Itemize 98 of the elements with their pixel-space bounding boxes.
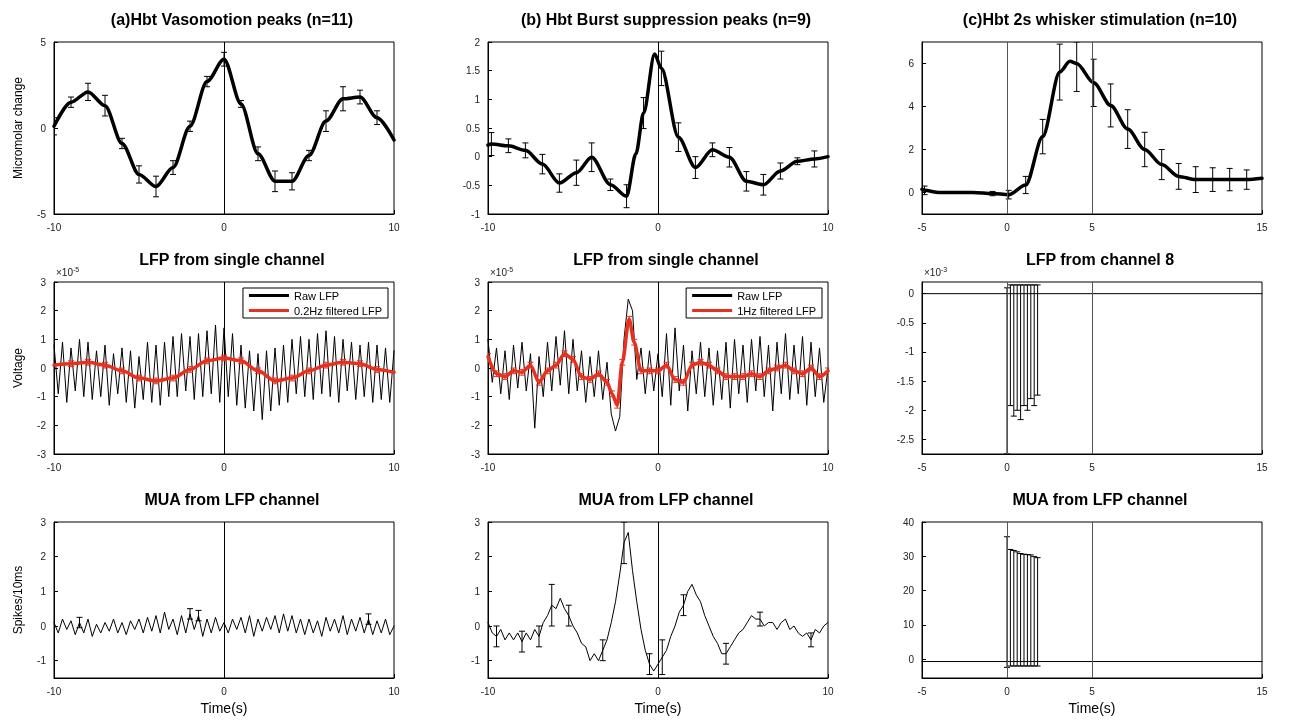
y-tick-label: 2	[40, 551, 47, 563]
y-tick-label: 2	[40, 305, 47, 317]
y-tick-label: 1	[474, 585, 481, 597]
y-tick-label: 1	[40, 333, 47, 345]
y-tick-label: -3	[471, 448, 481, 460]
y-tick-label: -1.5	[896, 375, 915, 387]
y-tick-label: -1	[37, 391, 47, 403]
y-tick-label: -2.5	[896, 433, 915, 445]
x-tick-label: 0	[1004, 221, 1011, 233]
y-axis-title: Spikes/10ms	[11, 565, 25, 635]
x-tick-label: 10	[388, 221, 400, 233]
x-tick-label: 0	[221, 461, 228, 473]
y-tick-label: 3	[474, 276, 481, 288]
y-tick-label: -1	[471, 208, 481, 220]
y-tick-label: 20	[902, 585, 915, 597]
y-tick-label: -2	[37, 419, 47, 431]
x-tick-label: 10	[388, 461, 400, 473]
x-tick-label: -5	[917, 685, 927, 697]
y-tick-label: 0	[474, 362, 481, 374]
chart-title: MUA from LFP channel	[1012, 490, 1188, 508]
x-axis-title: Time(s)	[634, 699, 682, 716]
chart-title: LFP from single channel	[573, 250, 759, 268]
y-tick-label: -0.5	[896, 317, 915, 329]
y-tick-label: 0	[40, 122, 47, 134]
x-axis-title: Time(s)	[1068, 699, 1116, 716]
y-tick-label: 2	[474, 36, 481, 48]
y-tick-label: 0	[40, 362, 47, 374]
chart-title: MUA from LFP channel	[144, 490, 320, 508]
chart-title: LFP from single channel	[139, 250, 325, 268]
chart-title: (b) Hbt Burst suppression peaks (n=9)	[520, 10, 812, 28]
x-tick-label: 10	[822, 461, 834, 473]
y-tick-label: 5	[40, 36, 47, 48]
x-tick-label: 15	[1256, 685, 1268, 697]
x-tick-label: -10	[480, 685, 496, 697]
legend-label: 0.2Hz filtered LFP	[293, 304, 383, 317]
x-tick-label: -10	[480, 221, 496, 233]
y-tick-label: 10	[902, 619, 915, 631]
y-axis-title: Micromolar change	[11, 76, 25, 180]
y-tick-label: 1	[474, 93, 481, 105]
y-tick-label: 6	[908, 58, 915, 69]
legend-label: Raw LFP	[737, 289, 783, 302]
x-tick-label: -5	[917, 221, 927, 233]
y-tick-label: -0.5	[462, 179, 481, 191]
x-tick-label: 10	[388, 685, 400, 697]
y-tick-label: 4	[908, 101, 915, 112]
y-tick-label: 2	[908, 144, 915, 155]
x-tick-label: 5	[1089, 461, 1096, 473]
y-tick-label: 3	[40, 276, 47, 288]
y-tick-label: 0.5	[466, 122, 481, 134]
x-tick-label: 0	[221, 685, 228, 697]
x-tick-label: -5	[917, 461, 927, 473]
y-tick-label: -1	[37, 655, 47, 667]
y-tick-label: -3	[37, 448, 47, 460]
y-tick-label: 40	[902, 516, 915, 528]
chart-title: MUA from LFP channel	[578, 490, 754, 508]
x-tick-label: 0	[1004, 461, 1011, 473]
x-tick-label: 0	[655, 221, 662, 233]
y-tick-label: 3	[474, 516, 481, 528]
y-tick-label: 0	[908, 653, 915, 665]
chart-title: LFP from channel 8	[1025, 250, 1175, 268]
legend-label: 1Hz filtered LFP	[737, 304, 817, 317]
y-tick-label: -2	[905, 404, 915, 416]
x-tick-label: 10	[822, 685, 834, 697]
x-tick-label: 0	[655, 461, 662, 473]
x-tick-label: 15	[1256, 461, 1268, 473]
y-axis-title: Voltage	[11, 347, 25, 389]
y-tick-label: -1	[471, 655, 481, 667]
x-axis-title: Time(s)	[200, 699, 248, 716]
y-tick-label: -2	[471, 419, 481, 431]
legend-label: Raw LFP	[293, 289, 340, 302]
x-tick-label: -10	[46, 221, 62, 233]
y-tick-label: 3	[40, 516, 47, 528]
x-tick-label: -10	[480, 461, 496, 473]
x-tick-label: -10	[46, 461, 62, 473]
y-tick-label: 2	[474, 305, 481, 317]
y-tick-label: -1	[905, 346, 915, 358]
x-tick-label: 0	[1004, 685, 1011, 697]
y-tick-label: -1	[471, 391, 481, 403]
y-tick-label: 1	[474, 333, 481, 345]
x-tick-label: 0	[655, 685, 662, 697]
y-tick-label: -5	[37, 208, 47, 220]
chart-title: (c)Hbt 2s whisker stimulation (n=10)	[962, 10, 1238, 28]
x-tick-label: 10	[822, 221, 834, 233]
y-tick-label: 0	[474, 620, 481, 632]
y-tick-label: 1	[40, 585, 47, 597]
y-tick-label: 2	[474, 551, 481, 563]
y-tick-label: 30	[902, 550, 915, 562]
x-tick-label: 0	[221, 221, 228, 233]
y-tick-label: 0	[908, 288, 915, 300]
y-tick-label: 0	[40, 620, 47, 632]
chart-title: (a)Hbt Vasomotion peaks (n=11)	[110, 10, 354, 28]
y-tick-label: 1.5	[466, 65, 481, 77]
y-tick-label: 0	[474, 151, 481, 163]
x-tick-label: 5	[1089, 221, 1096, 233]
y-tick-label: 0	[908, 187, 915, 198]
x-tick-label: 5	[1089, 685, 1096, 697]
x-tick-label: 15	[1256, 221, 1268, 233]
x-tick-label: -10	[46, 685, 62, 697]
